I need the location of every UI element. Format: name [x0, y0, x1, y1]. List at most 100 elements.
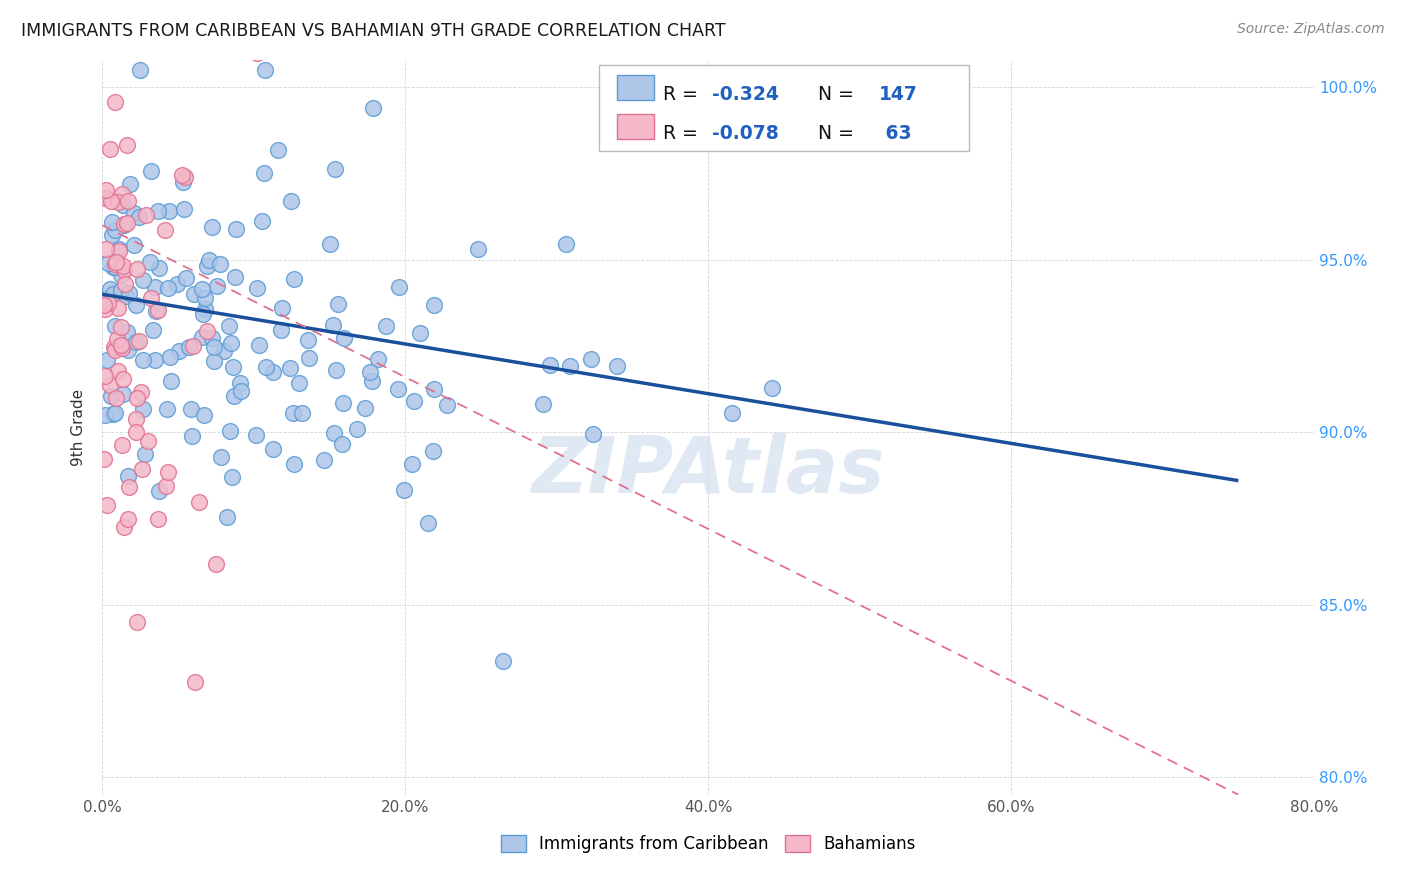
Point	[211, 450, 233, 465]
Point	[112, 218, 135, 232]
Point	[195, 259, 218, 273]
Point	[156, 465, 179, 479]
Point	[318, 236, 340, 251]
Point	[142, 323, 165, 337]
Point	[104, 260, 127, 275]
Point	[118, 480, 141, 494]
Point	[262, 442, 284, 457]
Point	[128, 62, 150, 77]
Point	[606, 359, 628, 373]
Point	[167, 343, 190, 358]
Point	[94, 242, 117, 256]
Point	[291, 406, 314, 420]
Point	[375, 318, 398, 333]
Point	[322, 318, 344, 332]
Point	[221, 335, 243, 350]
Point	[112, 387, 135, 401]
Point	[283, 457, 305, 471]
Y-axis label: 9th Grade: 9th Grade	[72, 389, 86, 466]
Point	[222, 359, 245, 374]
Point	[93, 409, 115, 423]
Point	[183, 287, 205, 301]
Point	[187, 494, 209, 508]
Point	[148, 261, 170, 276]
Point	[112, 372, 135, 386]
Point	[94, 191, 117, 205]
Point	[132, 401, 155, 416]
Point	[252, 214, 274, 228]
Point	[112, 262, 135, 277]
Point	[191, 282, 214, 296]
Point	[298, 351, 321, 365]
Point	[246, 281, 269, 295]
Point	[93, 298, 115, 312]
Point	[323, 162, 346, 177]
Point	[160, 374, 183, 388]
Point	[117, 468, 139, 483]
Point	[367, 352, 389, 367]
Point	[125, 425, 148, 439]
Point	[218, 318, 240, 333]
Point	[104, 257, 127, 271]
Point	[135, 208, 157, 222]
Point	[193, 408, 215, 422]
Point	[157, 203, 180, 218]
Point	[104, 223, 127, 237]
Point	[132, 273, 155, 287]
Text: N =: N =	[806, 124, 860, 144]
Point	[346, 421, 368, 435]
Point	[136, 434, 159, 449]
Point	[139, 292, 162, 306]
Point	[409, 326, 432, 340]
Point	[254, 62, 277, 77]
Point	[104, 392, 127, 406]
Point	[104, 405, 127, 419]
Point	[100, 194, 122, 208]
Point	[155, 479, 177, 493]
Point	[110, 283, 132, 297]
Point	[108, 242, 131, 256]
Point	[267, 143, 290, 157]
Point	[191, 307, 214, 321]
Point	[100, 389, 122, 403]
Point	[117, 512, 139, 526]
Point	[222, 389, 245, 403]
Point	[582, 426, 605, 441]
Point	[270, 323, 292, 337]
Point	[191, 330, 214, 344]
Point	[245, 428, 267, 442]
Point	[139, 255, 162, 269]
Point	[326, 296, 349, 310]
Point	[721, 406, 744, 420]
Point	[194, 301, 217, 316]
Point	[492, 654, 515, 668]
Point	[128, 210, 150, 224]
Point	[231, 384, 253, 398]
Point	[111, 259, 134, 273]
Point	[98, 282, 121, 296]
Point	[209, 257, 232, 271]
Point	[181, 339, 204, 353]
Point	[246, 45, 269, 60]
Point	[354, 401, 377, 416]
Point	[174, 169, 197, 184]
Point	[104, 319, 127, 334]
Point	[423, 383, 446, 397]
Point	[172, 168, 194, 182]
Point	[117, 194, 139, 209]
Point	[533, 397, 555, 411]
Point	[110, 338, 132, 352]
Point	[436, 398, 458, 412]
Point	[157, 280, 180, 294]
Point	[401, 457, 423, 471]
Point	[197, 253, 219, 268]
Point	[98, 378, 121, 392]
Point	[288, 376, 311, 390]
Point	[422, 443, 444, 458]
Text: IMMIGRANTS FROM CARIBBEAN VS BAHAMIAN 9TH GRADE CORRELATION CHART: IMMIGRANTS FROM CARIBBEAN VS BAHAMIAN 9T…	[21, 22, 725, 40]
Text: 63: 63	[879, 124, 911, 144]
Point	[180, 402, 202, 417]
FancyBboxPatch shape	[617, 75, 654, 100]
Point	[114, 289, 136, 303]
Point	[402, 393, 425, 408]
